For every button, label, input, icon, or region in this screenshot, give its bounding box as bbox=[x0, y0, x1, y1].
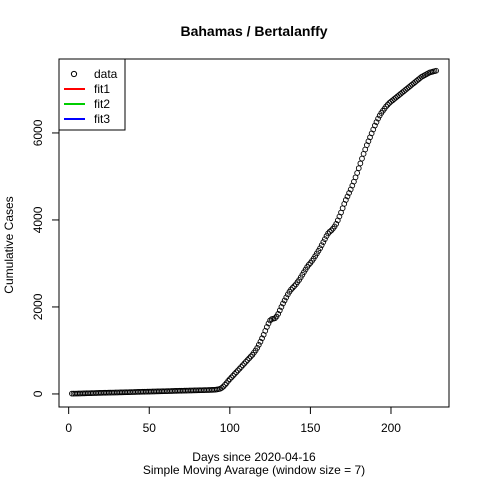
data-point bbox=[383, 103, 390, 110]
data-point bbox=[241, 360, 248, 367]
data-point bbox=[317, 245, 323, 252]
data-point bbox=[255, 341, 262, 348]
data-point bbox=[372, 122, 378, 129]
data-point bbox=[333, 221, 340, 227]
data-point bbox=[230, 372, 236, 379]
data-point bbox=[254, 344, 261, 351]
data-point bbox=[243, 358, 249, 365]
data-point bbox=[276, 307, 283, 314]
legend-label-fit3: fit3 bbox=[94, 112, 110, 126]
x-tick-label: 150 bbox=[300, 421, 320, 435]
y-axis-label: Cumulative Cases bbox=[2, 196, 16, 293]
data-point bbox=[344, 193, 351, 200]
data-point bbox=[272, 315, 278, 322]
data-point bbox=[244, 357, 251, 363]
y-axis: 0 2000 4000 6000 bbox=[31, 119, 60, 397]
data-point bbox=[283, 294, 290, 301]
legend-label-fit1: fit1 bbox=[94, 82, 110, 96]
data-point bbox=[265, 320, 272, 327]
chart-title: Bahamas / Bertalanffy bbox=[180, 23, 327, 39]
data-point bbox=[280, 300, 286, 307]
data-point bbox=[359, 155, 365, 162]
data-point bbox=[239, 362, 246, 369]
data-point bbox=[236, 365, 243, 372]
data-point bbox=[259, 335, 265, 342]
y-tick-label: 2000 bbox=[31, 293, 45, 320]
data-point bbox=[325, 230, 331, 237]
x-tick-label: 200 bbox=[381, 421, 401, 435]
data-point bbox=[220, 383, 227, 390]
x-axis: 0 50 100 150 200 bbox=[65, 406, 401, 435]
data-point bbox=[233, 369, 240, 376]
data-point bbox=[318, 242, 325, 249]
data-point bbox=[373, 119, 380, 125]
data-point bbox=[326, 228, 333, 235]
data-point bbox=[225, 378, 232, 384]
data-point bbox=[384, 101, 391, 108]
data-point bbox=[238, 364, 244, 370]
data-point bbox=[288, 286, 294, 293]
data-point bbox=[222, 381, 228, 388]
x-tick-label: 100 bbox=[220, 421, 240, 435]
data-point bbox=[275, 311, 282, 317]
data-point bbox=[228, 374, 235, 381]
data-point bbox=[355, 165, 362, 172]
data-point bbox=[354, 170, 360, 176]
data-point bbox=[267, 317, 273, 324]
data-point bbox=[346, 190, 352, 196]
data-point bbox=[433, 67, 439, 74]
data-point bbox=[357, 160, 364, 167]
legend-label-data: data bbox=[94, 67, 118, 81]
data-point bbox=[231, 371, 238, 377]
data-point bbox=[264, 324, 270, 330]
x-tick-label: 50 bbox=[143, 421, 157, 435]
data-point bbox=[246, 355, 253, 362]
data-point bbox=[218, 385, 225, 391]
x-axis-label: Days since 2020-04-16 bbox=[192, 450, 316, 464]
data-point bbox=[375, 115, 381, 122]
data-point bbox=[328, 227, 335, 234]
data-point bbox=[281, 297, 288, 304]
data-point bbox=[305, 261, 312, 268]
data-point bbox=[257, 338, 264, 345]
legend-symbol-data bbox=[70, 70, 78, 78]
data-point bbox=[320, 239, 327, 245]
data-point bbox=[278, 304, 285, 310]
y-tick-label: 4000 bbox=[31, 206, 45, 233]
data-point bbox=[226, 376, 233, 383]
data-point bbox=[289, 284, 296, 291]
data-point bbox=[291, 283, 298, 289]
data-points bbox=[69, 67, 439, 397]
legend-label-fit2: fit2 bbox=[94, 97, 110, 111]
data-point bbox=[322, 236, 328, 242]
data-point bbox=[247, 353, 254, 360]
data-point bbox=[343, 197, 349, 203]
x-tick-label: 0 bbox=[65, 421, 72, 435]
y-tick-label: 6000 bbox=[31, 119, 45, 146]
data-point bbox=[235, 367, 241, 374]
y-tick-label: 0 bbox=[31, 390, 45, 397]
chart-subtitle: Simple Moving Avarage (window size = 7) bbox=[143, 463, 365, 477]
